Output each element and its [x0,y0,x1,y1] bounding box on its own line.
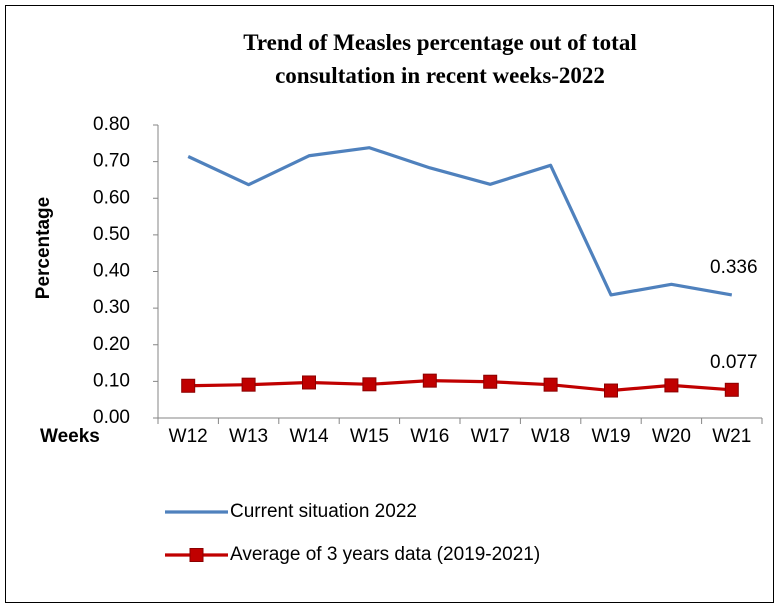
x-tick-label: W13 [229,426,268,447]
x-tick-label: W18 [531,426,570,447]
y-tick-label: 0.60 [93,187,130,208]
legend-label: Current situation 2022 [230,501,417,522]
chart-title: Trend of Measles percentage out of total… [243,30,637,88]
marker [543,377,558,392]
series-line [187,146,733,297]
y-tick-label: 0.70 [93,151,130,172]
x-tick-label: W14 [289,426,329,447]
marker [604,383,618,398]
y-tick-label: 0.40 [93,261,130,282]
y-tick-label: 0.80 [93,114,130,135]
data-label: 0.336 [710,257,758,278]
marker [302,375,316,390]
y-tick-label: 0.30 [93,297,130,318]
x-tick-label: W19 [591,426,630,447]
marker [181,378,196,393]
marker [422,373,437,388]
x-tick-label: W12 [169,426,208,447]
legend-marker [189,548,204,562]
data-label: 0.077 [710,352,758,373]
x-tick-label: W16 [410,426,449,447]
marker [362,377,377,392]
chart-border [5,5,774,603]
x-tick-label: W17 [471,426,510,447]
marker [724,382,739,397]
marker [664,378,679,393]
y-tick-label: 0.50 [93,224,130,245]
x-tick-label: W21 [712,426,751,447]
x-tick-label: W20 [652,426,691,447]
legend-label: Average of 3 years data (2019-2021) [230,544,540,565]
series-line [188,379,732,393]
y-tick-label: 0.10 [93,370,130,391]
y-tick-label: 0.00 [93,407,130,428]
marker [483,374,498,389]
marker [241,377,256,392]
x-axis-label: Weeks [40,426,100,447]
y-axis-label: Percentage [33,197,54,299]
x-tick-label: W15 [350,426,389,447]
y-tick-label: 0.20 [93,334,130,355]
